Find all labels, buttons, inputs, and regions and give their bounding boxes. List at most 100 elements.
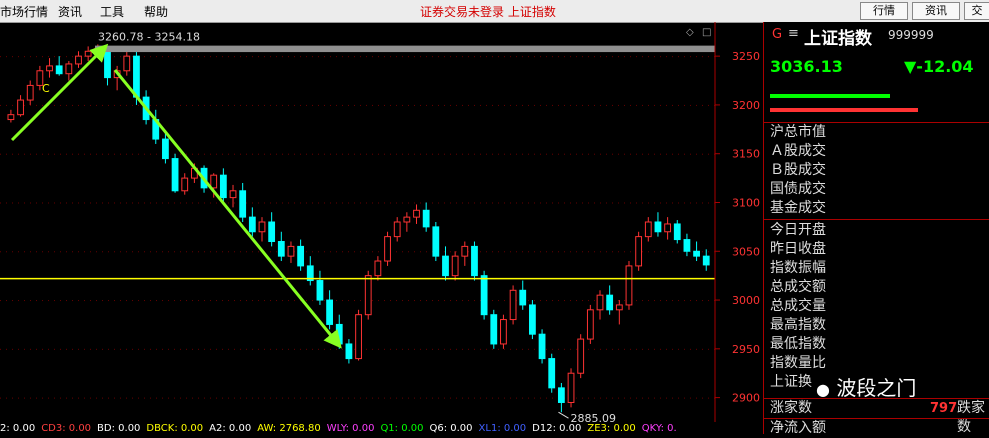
menu-info[interactable]: 资讯 (58, 5, 83, 19)
trend-arrow-down[interactable] (113, 69, 342, 349)
candle-body (529, 304, 536, 335)
menu-icon[interactable]: ≡ (788, 26, 799, 41)
grid-dot (192, 56, 193, 58)
trade-button[interactable]: 交 (964, 2, 989, 20)
grid-dot (642, 104, 643, 106)
grid-dot (468, 202, 469, 204)
grid-dot (606, 397, 607, 399)
quote-side-panel: G ≡ 上证指数 999999 3036.13 ▼-12.04 沪总市值 Ａ股成交… (763, 22, 989, 436)
grid-dot (246, 300, 247, 302)
grid-dot (246, 104, 247, 106)
square-icon[interactable]: □ (702, 27, 711, 38)
grid-dot (636, 153, 637, 155)
grid-dot (600, 251, 601, 253)
grid-dot (564, 251, 565, 253)
quote-button[interactable]: 行情 (860, 2, 908, 20)
grid-dot (426, 153, 427, 155)
grid-dot (66, 348, 67, 350)
grid-dot (624, 251, 625, 253)
candle-body (258, 221, 266, 233)
grid-dot (630, 251, 631, 253)
grid-dot (528, 348, 529, 350)
grid-dot (168, 202, 169, 204)
grid-dot (162, 251, 163, 253)
grid-dot (498, 104, 499, 106)
grid-dot (150, 104, 151, 106)
grid-dot (342, 104, 343, 106)
price-change: ▼-12.04 (904, 57, 974, 76)
grid-dot (504, 153, 505, 155)
grid-dot (276, 251, 277, 253)
grid-dot (396, 348, 397, 350)
grid-dot (552, 202, 553, 204)
grid-dot (462, 104, 463, 106)
grid-dot (408, 397, 409, 399)
grid-dot (252, 56, 253, 58)
grid-dot (648, 104, 649, 106)
diamond-icon[interactable]: ◇ (686, 27, 694, 38)
grid-dot (432, 153, 433, 155)
watermark: ● 波段之门 (816, 372, 916, 401)
grid-dot (0, 202, 1, 204)
quote-field-label: 总成交量 (770, 298, 826, 314)
grid-dot (54, 153, 55, 155)
kline-chart[interactable]: 3260.78 - 3254.18 C 2885.09 3250 3200 3150 31… (0, 22, 762, 422)
grid-dot (708, 104, 709, 106)
grid-dot (492, 300, 493, 302)
grid-dot (84, 397, 85, 399)
grid-dot (576, 202, 577, 204)
news-button[interactable]: 资讯 (912, 2, 960, 20)
grid-dot (654, 153, 655, 155)
trend-arrow-up[interactable] (10, 43, 109, 142)
grid-dot (210, 104, 211, 106)
grid-dot (180, 348, 181, 350)
price-band[interactable] (95, 45, 715, 53)
divider (764, 219, 989, 220)
grid-dot (660, 202, 661, 204)
grid-dot (630, 202, 631, 204)
grid-dot (402, 348, 403, 350)
grid-dot (480, 251, 481, 253)
grid-dot (174, 397, 175, 399)
grid-dot (648, 153, 649, 155)
grid-dot (120, 202, 121, 204)
grid-dot (192, 153, 193, 155)
candle-body (162, 138, 169, 160)
grid-dot (336, 202, 337, 204)
grid-dot (528, 153, 529, 155)
grid-dot (12, 348, 13, 350)
grid-dot (510, 348, 511, 350)
grid-dot (594, 56, 595, 58)
grid-dot (306, 348, 307, 350)
grid-dot (468, 104, 469, 106)
grid-dot (96, 153, 97, 155)
grid-dot (306, 300, 307, 302)
grid-dot (0, 300, 1, 302)
menu-market[interactable]: 市场行情 (0, 5, 49, 19)
grid-dot (366, 251, 367, 253)
grid-dot (126, 153, 127, 155)
grid-dot (540, 251, 541, 253)
grid-dot (618, 397, 619, 399)
grid-dot (348, 397, 349, 399)
grid-dot (708, 397, 709, 399)
watermark-text: 波段之门 (836, 376, 917, 400)
grid-dot (66, 202, 67, 204)
grid-dot (678, 104, 679, 106)
grid-dot (282, 153, 283, 155)
grid-dot (150, 202, 151, 204)
grid-dot (462, 56, 463, 58)
grid-dot (228, 153, 229, 155)
grid-dot (252, 104, 253, 106)
grid-dot (42, 348, 43, 350)
grid-dot (654, 202, 655, 204)
grid-dot (498, 56, 499, 58)
grid-dot (162, 56, 163, 58)
grid-dot (192, 251, 193, 253)
grid-dot (258, 251, 259, 253)
grid-dot (684, 300, 685, 302)
quote-field-label: 指数量比 (770, 355, 826, 371)
menu-tools[interactable]: 工具 (100, 5, 125, 19)
grid-dot (432, 397, 433, 399)
menu-help[interactable]: 帮助 (144, 5, 169, 19)
